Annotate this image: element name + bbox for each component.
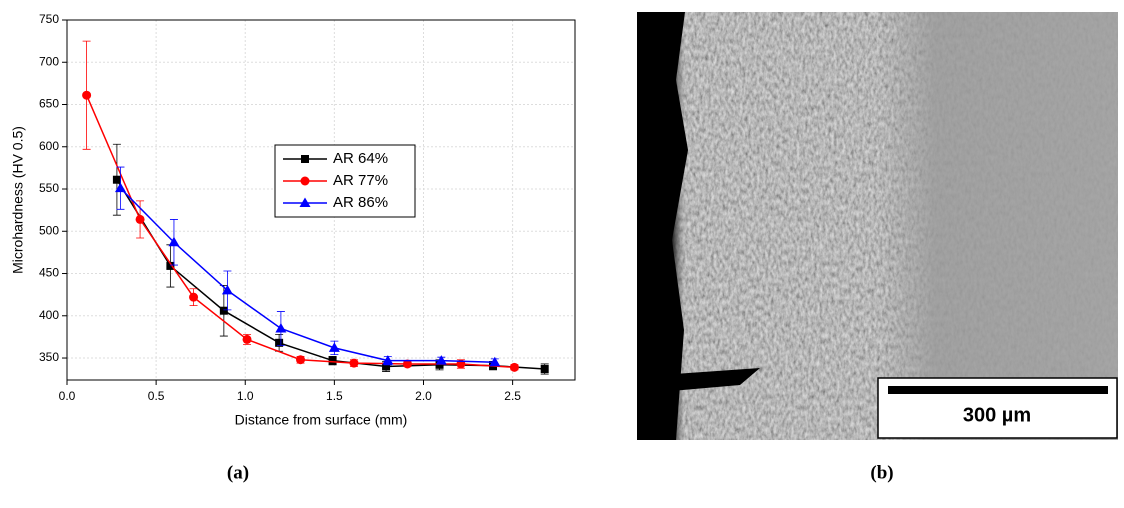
y-tick-label: 750 [39, 12, 59, 26]
plot-frame [66, 19, 576, 381]
legend-label: AR 77% [333, 172, 388, 189]
marker [168, 236, 180, 247]
marker [189, 292, 199, 302]
y-tick-label: 550 [39, 181, 59, 195]
marker [402, 359, 412, 369]
chart: Distance from surface (mm) Microhardness… [10, 12, 576, 428]
marker [382, 362, 391, 371]
x-tick-label: 1.5 [326, 389, 343, 403]
marker [435, 360, 444, 369]
plot-area [82, 40, 549, 375]
legend-marker [301, 155, 309, 163]
caption: (b) [870, 462, 893, 483]
marker [166, 261, 175, 270]
x-tick-label: 0.0 [59, 389, 76, 403]
y-axis-label: Microhardness (HV 0.5) [10, 126, 26, 274]
marker [112, 175, 121, 184]
marker [296, 355, 306, 365]
marker [82, 90, 92, 100]
y-tick-label: 700 [39, 54, 59, 68]
micrograph: 300 µm [637, 12, 1118, 440]
caption: (a) [227, 462, 249, 483]
marker [135, 214, 145, 224]
marker [275, 322, 287, 333]
marker [328, 342, 340, 352]
marker [489, 356, 501, 367]
marker [349, 358, 359, 368]
scale-bar [888, 386, 1108, 394]
marker [275, 338, 284, 347]
y-tick-label: 600 [39, 139, 59, 153]
x-tick-label: 0.5 [148, 389, 165, 403]
series-line [119, 187, 495, 364]
scale-label: 300 µm [963, 404, 1031, 426]
y-tick-label: 500 [39, 223, 59, 237]
marker [328, 356, 337, 365]
marker [435, 355, 447, 365]
legend-label: AR 86% [333, 194, 388, 211]
marker [242, 334, 252, 344]
x-tick-label: 2.0 [415, 389, 432, 403]
marker [509, 362, 519, 372]
y-tick-label: 350 [39, 350, 59, 364]
y-tick-label: 450 [39, 266, 59, 280]
y-tick-label: 650 [39, 97, 59, 111]
legend-label: AR 64% [333, 150, 388, 167]
x-tick-label: 1.0 [237, 389, 254, 403]
marker [114, 182, 126, 193]
x-tick-label: 2.5 [504, 389, 521, 403]
marker [540, 365, 549, 374]
marker [221, 284, 233, 295]
marker [219, 306, 228, 315]
legend-marker [299, 197, 311, 207]
x-axis-label: Distance from surface (mm) [235, 412, 408, 428]
legend-marker [300, 176, 310, 186]
marker [382, 355, 394, 365]
y-tick-label: 400 [39, 308, 59, 322]
